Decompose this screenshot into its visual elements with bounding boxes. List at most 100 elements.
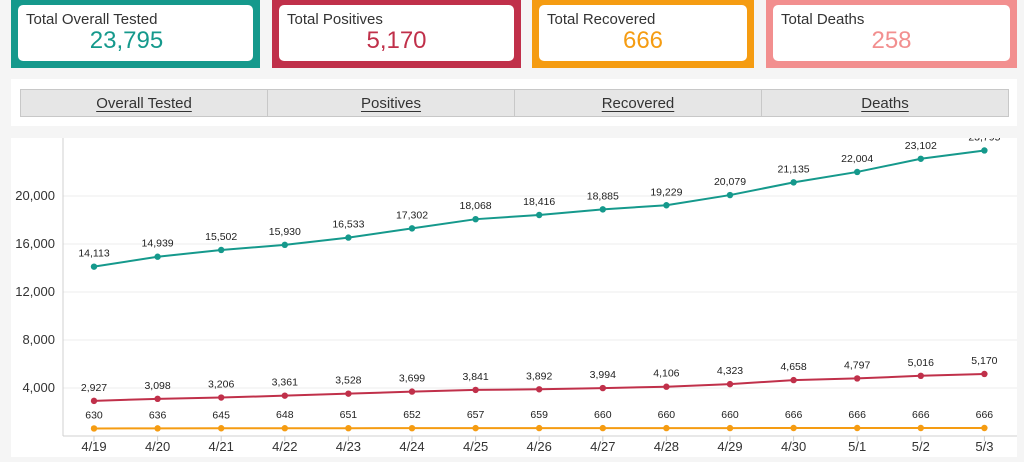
y-tick-label: 8,000 [22, 332, 55, 347]
data-label-positives: 4,323 [717, 365, 743, 377]
data-point-recovered [218, 425, 224, 431]
data-label-tested: 21,135 [778, 163, 810, 175]
series-line-tested [94, 150, 984, 266]
data-label-positives: 3,699 [399, 373, 425, 385]
card-total-tested: Total Overall Tested 23,795 [11, 0, 260, 68]
data-point-tested [854, 169, 860, 175]
data-point-recovered [472, 425, 478, 431]
card-body: Total Positives 5,170 [279, 5, 514, 61]
data-point-recovered [663, 425, 669, 431]
data-label-positives: 3,994 [590, 369, 616, 381]
tab-overall-tested[interactable]: Overall Tested [20, 89, 268, 117]
data-label-positives: 3,098 [144, 380, 170, 392]
data-label-tested: 16,533 [332, 219, 364, 231]
data-point-tested [154, 254, 160, 260]
x-tick-label: 5/3 [975, 439, 993, 454]
data-point-tested [663, 202, 669, 208]
tab-label: Deaths [861, 95, 909, 112]
data-label-tested: 19,229 [650, 186, 682, 198]
data-label-tested: 18,068 [460, 200, 492, 212]
data-point-recovered [854, 425, 860, 431]
data-label-recovered: 651 [340, 409, 358, 421]
tab-positives[interactable]: Positives [267, 89, 515, 117]
data-point-positives [536, 386, 542, 392]
data-label-recovered: 645 [212, 409, 230, 421]
data-label-tested: 14,113 [78, 248, 109, 260]
card-body: Total Recovered 666 [539, 5, 747, 61]
y-tick-label: 4,000 [22, 380, 55, 395]
tab-bar: Overall Tested Positives Recovered Death… [11, 79, 1017, 126]
card-value: 23,795 [0, 27, 253, 55]
data-label-recovered: 666 [848, 409, 866, 421]
data-label-recovered: 648 [276, 409, 294, 421]
data-point-recovered [981, 425, 987, 431]
data-label-recovered: 660 [594, 409, 612, 421]
data-point-positives [409, 388, 415, 394]
data-label-recovered: 666 [785, 409, 803, 421]
data-point-recovered [154, 425, 160, 431]
tab-label: Positives [361, 95, 421, 112]
data-label-tested: 22,004 [841, 153, 873, 165]
x-tick-label: 4/28 [654, 439, 679, 454]
data-label-tested: 18,885 [587, 190, 619, 202]
card-total-positives: Total Positives 5,170 [272, 0, 521, 68]
data-label-recovered: 630 [85, 409, 103, 421]
x-tick-label: 4/30 [781, 439, 806, 454]
data-label-tested: 14,939 [142, 238, 174, 250]
data-point-tested [918, 156, 924, 162]
data-point-positives [918, 373, 924, 379]
data-label-positives: 3,892 [526, 370, 552, 382]
data-point-positives [600, 385, 606, 391]
data-point-positives [282, 392, 288, 398]
data-label-recovered: 659 [530, 409, 548, 421]
data-point-positives [345, 390, 351, 396]
data-point-tested [600, 206, 606, 212]
data-point-recovered [727, 425, 733, 431]
data-point-tested [981, 147, 987, 153]
data-label-recovered: 636 [149, 409, 167, 421]
y-tick-label: 12,000 [15, 284, 55, 299]
tab-recovered[interactable]: Recovered [514, 89, 762, 117]
x-tick-label: 5/1 [848, 439, 866, 454]
data-point-recovered [600, 425, 606, 431]
x-tick-label: 4/19 [81, 439, 106, 454]
data-point-recovered [918, 425, 924, 431]
x-tick-label: 4/26 [527, 439, 552, 454]
data-point-tested [536, 212, 542, 218]
data-point-tested [790, 179, 796, 185]
y-tick-label: 20,000 [15, 188, 55, 203]
data-label-tested: 17,302 [396, 209, 428, 221]
data-point-tested [409, 225, 415, 231]
card-label: Total Deaths [781, 11, 864, 28]
data-point-positives [854, 375, 860, 381]
data-point-recovered [536, 425, 542, 431]
data-point-positives [981, 371, 987, 377]
data-point-recovered [282, 425, 288, 431]
data-point-recovered [790, 425, 796, 431]
y-tick-label: 16,000 [15, 236, 55, 251]
data-point-tested [91, 263, 97, 269]
data-label-tested: 18,416 [523, 196, 555, 208]
data-label-recovered: 666 [912, 409, 930, 421]
card-label: Total Recovered [547, 11, 655, 28]
x-tick-label: 4/29 [717, 439, 742, 454]
tab-deaths[interactable]: Deaths [761, 89, 1009, 117]
data-label-tested: 15,502 [205, 231, 237, 243]
data-point-positives [727, 381, 733, 387]
data-point-positives [154, 396, 160, 402]
x-tick-label: 4/24 [399, 439, 424, 454]
data-label-positives: 2,927 [81, 382, 107, 394]
data-label-recovered: 660 [721, 409, 739, 421]
data-label-positives: 5,016 [908, 357, 934, 369]
x-tick-label: 4/27 [590, 439, 615, 454]
data-label-tested: 23,102 [905, 140, 937, 152]
card-value: 5,170 [279, 27, 514, 55]
tab-label: Recovered [602, 95, 675, 112]
card-body: Total Deaths 258 [773, 5, 1010, 61]
data-label-tested: 23,795 [968, 138, 1000, 143]
x-tick-label: 4/25 [463, 439, 488, 454]
data-point-recovered [345, 425, 351, 431]
card-total-recovered: Total Recovered 666 [532, 0, 754, 68]
data-label-positives: 4,658 [780, 361, 806, 373]
